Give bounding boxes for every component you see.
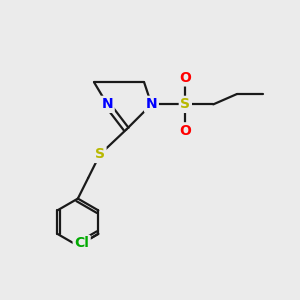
Text: S: S — [95, 147, 105, 161]
Text: O: O — [179, 124, 191, 138]
Text: N: N — [101, 98, 113, 111]
Text: Cl: Cl — [74, 236, 89, 250]
Text: N: N — [146, 98, 157, 111]
Text: S: S — [180, 98, 190, 111]
Text: O: O — [179, 71, 191, 85]
